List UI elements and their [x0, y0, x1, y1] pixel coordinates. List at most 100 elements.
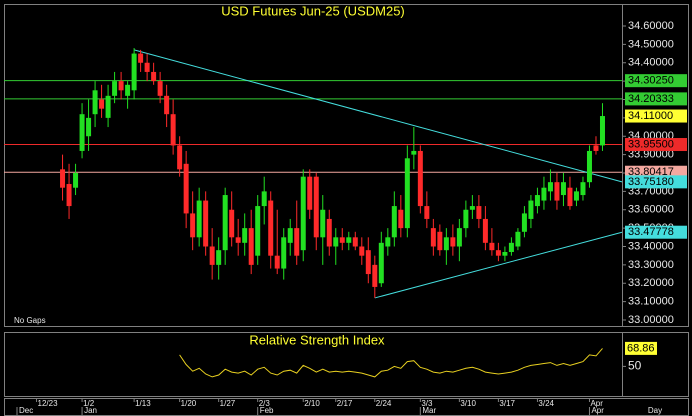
- x-tick-label: 2/3: [259, 399, 271, 408]
- y-tick-label: 33.10000: [628, 296, 674, 308]
- period-label: Day: [648, 406, 662, 415]
- candle-body: [138, 53, 144, 63]
- candle-body: [567, 187, 573, 207]
- x-tick-label: 1/13: [135, 399, 151, 408]
- candle-body: [287, 228, 293, 243]
- candle-body: [151, 71, 157, 82]
- month-label: Apr: [591, 406, 604, 415]
- candle-body: [131, 53, 137, 91]
- candle-body: [190, 213, 196, 238]
- candle-body: [489, 242, 495, 251]
- candle-body: [73, 173, 79, 188]
- trendline-label: 33.75180: [628, 176, 674, 188]
- candle-body: [307, 176, 313, 210]
- y-tick-label: 33.20000: [628, 277, 674, 289]
- x-tick-label: 3/24: [538, 399, 554, 408]
- candle-body: [281, 237, 287, 269]
- candle-body: [443, 237, 449, 251]
- candle-body: [183, 163, 189, 214]
- candle-body: [554, 182, 560, 201]
- x-tick-label: 3/3: [421, 399, 433, 408]
- month-label: Feb: [260, 406, 274, 415]
- candle-body: [144, 62, 150, 72]
- candle-body: [580, 182, 586, 196]
- level-label: 33.80417: [628, 166, 674, 178]
- candle-body: [339, 237, 345, 243]
- candle-body: [229, 209, 235, 238]
- price-panel: [4, 4, 623, 327]
- rsi-title: Relative Strength Index: [249, 332, 385, 347]
- candle-body: [424, 206, 430, 219]
- candle-body: [456, 228, 462, 247]
- candle-body: [112, 81, 118, 96]
- candle-body: [326, 218, 332, 247]
- level-label-box: [625, 92, 687, 106]
- candle-body: [274, 255, 280, 269]
- candle-body: [105, 95, 111, 118]
- trendline: [374, 231, 623, 299]
- y-tick-label: 34.40000: [628, 57, 674, 69]
- level-label: 34.20333: [628, 93, 674, 105]
- candle-body: [385, 237, 391, 247]
- trendline: [133, 49, 623, 183]
- month-label: Mar: [422, 406, 436, 415]
- candle-body: [242, 228, 248, 243]
- y-tick-label: 33.90000: [628, 149, 674, 161]
- y-tick-label: 33.40000: [628, 240, 674, 252]
- candle-body: [216, 250, 222, 265]
- candle-body: [372, 264, 378, 287]
- candle-body: [573, 191, 579, 201]
- rsi-value-label: 68.86: [627, 342, 655, 354]
- candle-body: [411, 150, 417, 155]
- candle-body: [482, 218, 488, 243]
- candle-body: [268, 200, 274, 256]
- trendline-label-box: [625, 175, 687, 189]
- candle-body: [170, 114, 176, 146]
- candle-body: [320, 209, 326, 238]
- chart-title: USD Futures Jun-25 (USDM25): [221, 3, 405, 18]
- candle-body: [593, 145, 599, 151]
- level-label: 34.30250: [628, 75, 674, 87]
- month-label: Jan: [84, 406, 97, 415]
- candle-body: [79, 114, 85, 151]
- rsi-panel: [4, 332, 623, 397]
- last-price-label: 34.11000: [628, 110, 673, 122]
- candle-body: [222, 195, 228, 251]
- candle-body: [209, 246, 215, 265]
- y-tick-label: 33.30000: [628, 259, 674, 271]
- y-tick-label: 34.60000: [628, 20, 674, 32]
- candle-body: [495, 250, 501, 256]
- trendline-label-box: [625, 225, 687, 239]
- candle-body: [352, 237, 358, 247]
- x-tick-label: 1/27: [220, 399, 236, 408]
- candle-body: [502, 252, 508, 256]
- candle-body: [515, 231, 521, 247]
- candle-body: [294, 228, 300, 256]
- candle-body: [92, 90, 98, 115]
- candle-body: [391, 206, 397, 238]
- candle-body: [66, 184, 72, 207]
- annotation: No Gaps: [14, 316, 46, 325]
- candle-body: [118, 81, 124, 91]
- candle-body: [586, 150, 592, 183]
- candle-body: [365, 250, 371, 275]
- x-tick-label: 1/2: [83, 399, 95, 408]
- candle-body: [99, 99, 105, 109]
- candle-body: [248, 228, 254, 265]
- y-tick-label: 33.60000: [628, 204, 674, 216]
- x-tick-label: 3/10: [460, 399, 476, 408]
- candle-body: [541, 187, 547, 201]
- rsi-line: [179, 348, 603, 378]
- candle-body: [196, 200, 202, 238]
- y-tick-label: 50: [628, 359, 642, 373]
- candle-body: [508, 242, 514, 253]
- candle-body: [599, 116, 605, 146]
- candle-body: [463, 209, 469, 229]
- x-tick-label: 12/23: [38, 399, 59, 408]
- price-axis: [622, 4, 689, 327]
- candle-body: [417, 150, 423, 207]
- x-tick-label: 1/20: [181, 399, 197, 408]
- candle-body: [528, 200, 534, 219]
- x-tick-label: 3/17: [499, 399, 515, 408]
- candle-body: [261, 191, 267, 207]
